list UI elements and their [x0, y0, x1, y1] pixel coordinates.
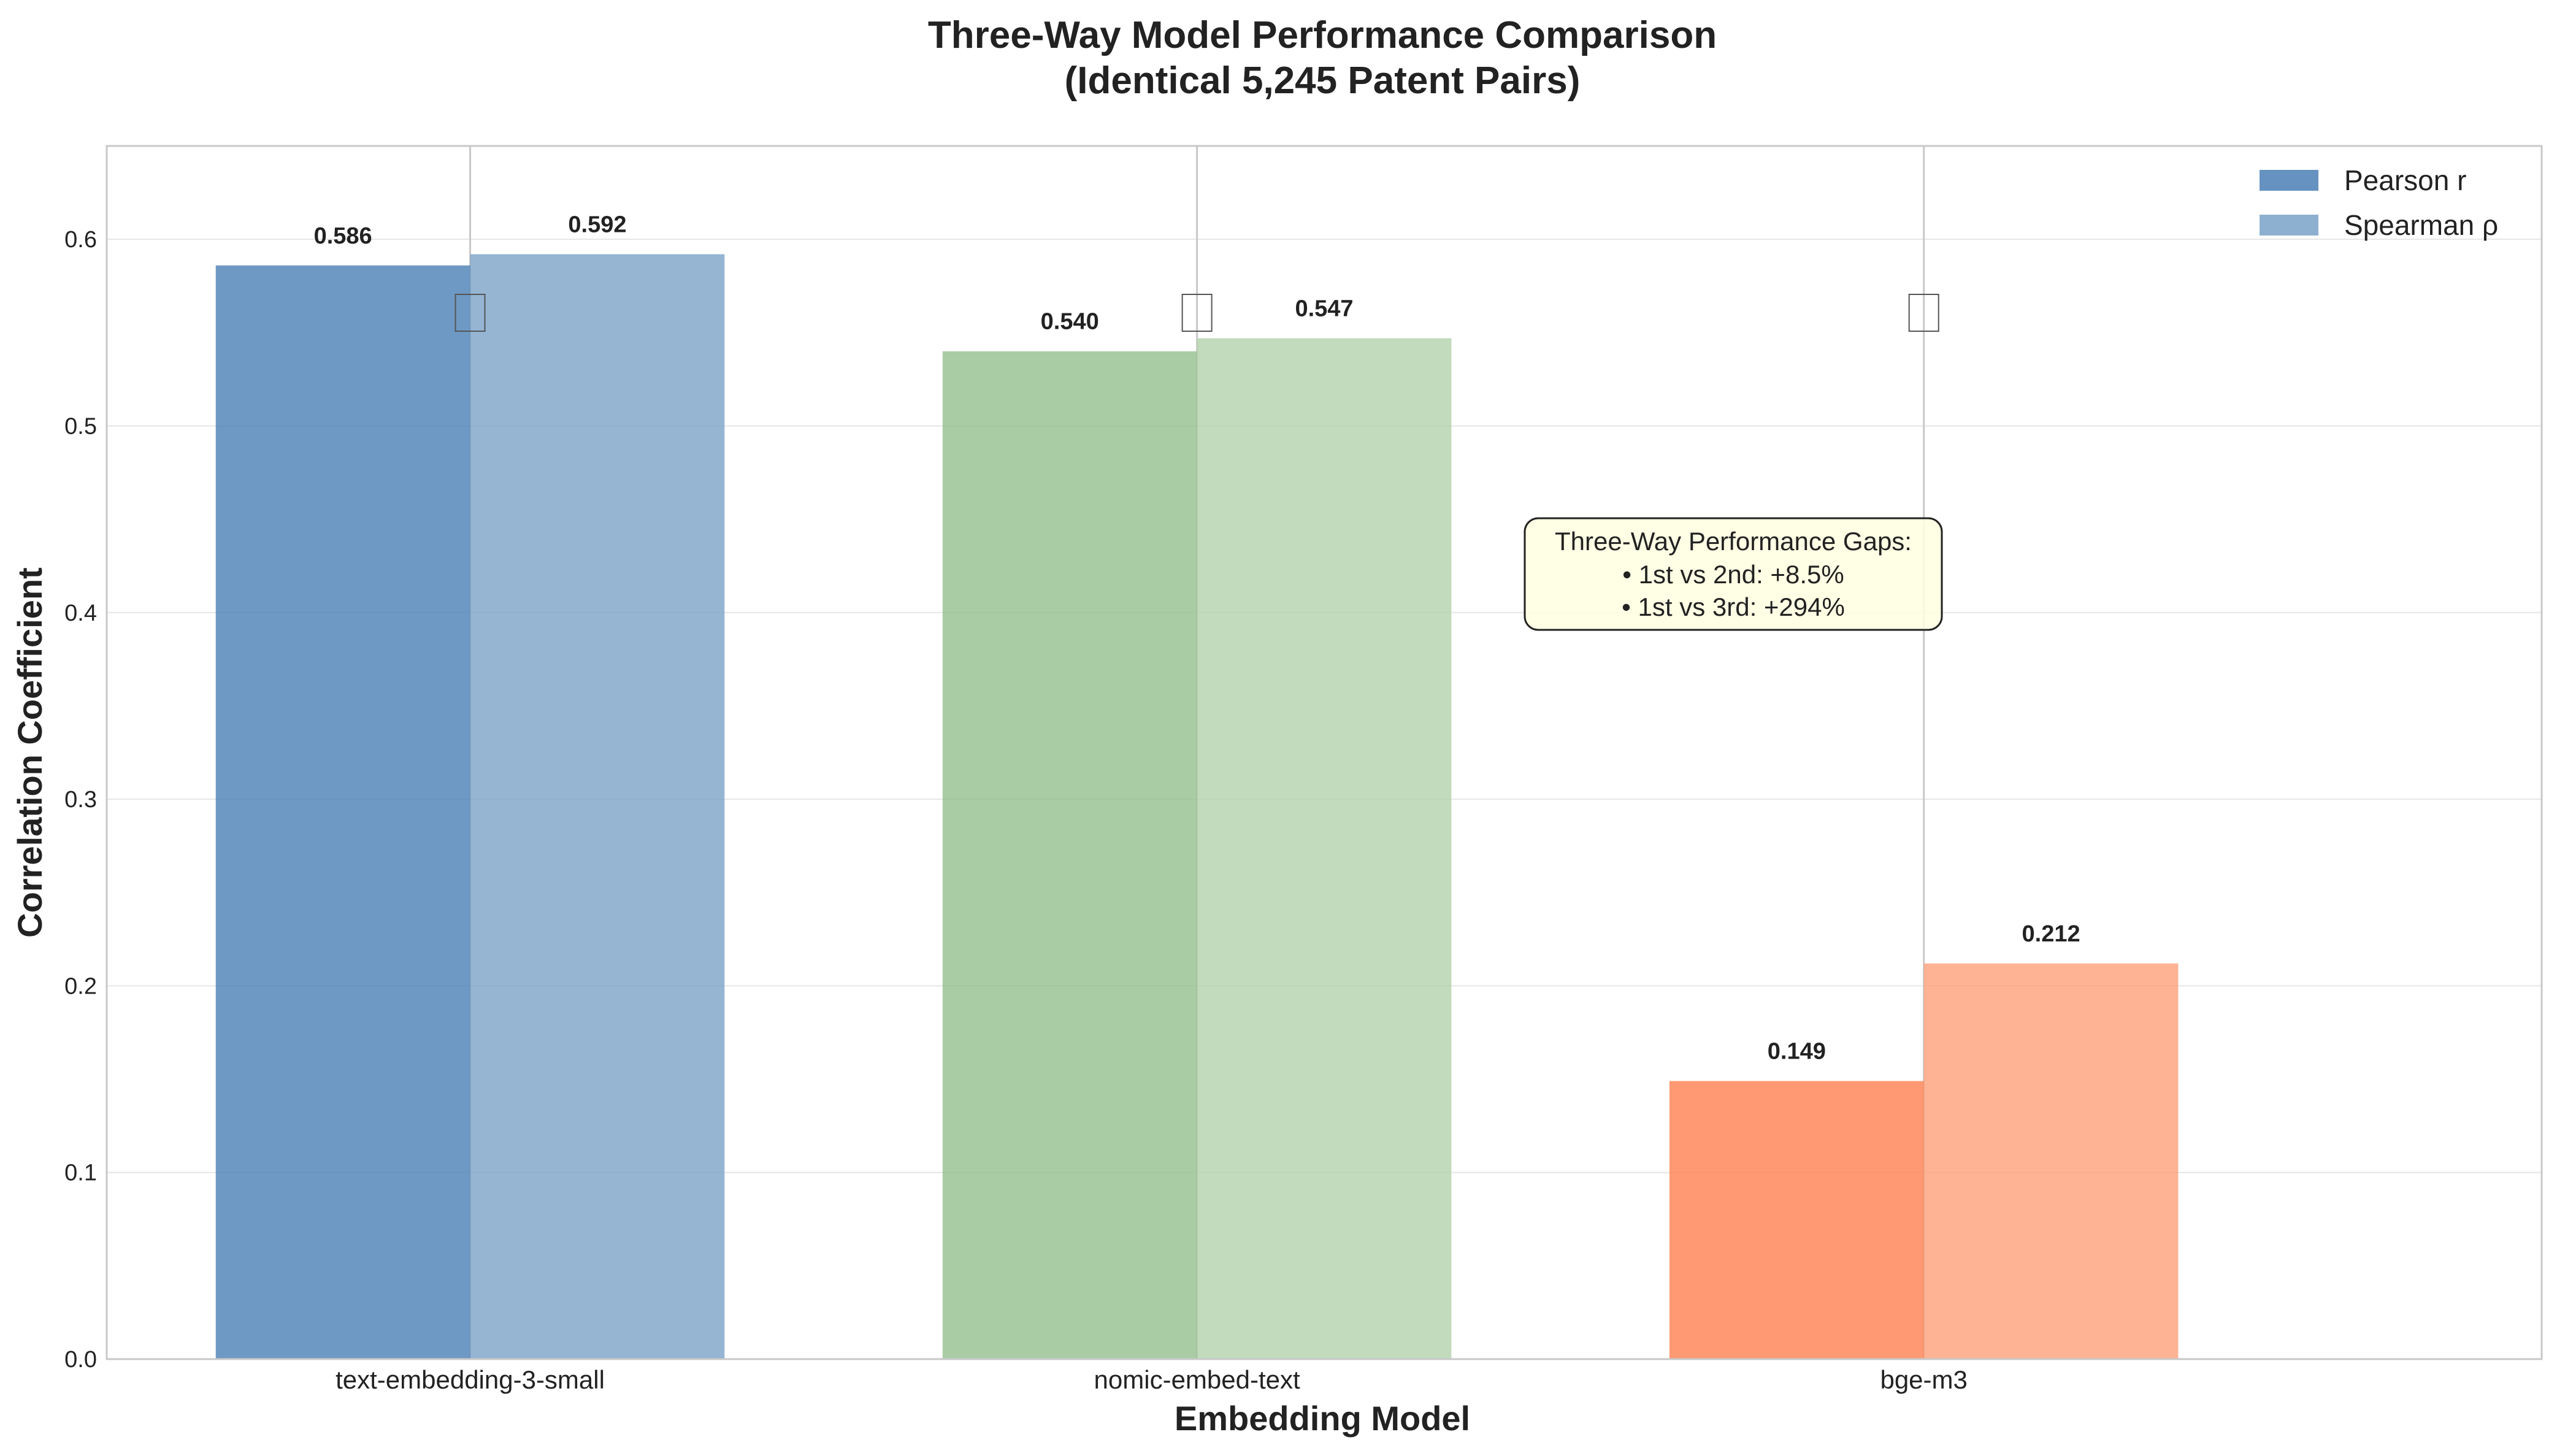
x-tick-label: bge-m3: [1880, 1365, 1967, 1394]
y-axis-label: Correlation Coefficient: [10, 567, 49, 938]
x-tick-label: nomic-embed-text: [1094, 1365, 1300, 1394]
x-tick-label: text-embedding-3-small: [335, 1365, 605, 1394]
bar: [1670, 1081, 1924, 1359]
y-tick-label: 0.0: [64, 1347, 97, 1373]
bars: [216, 254, 2179, 1359]
annotation-line-2: • 1st vs 2nd: +8.5%: [1622, 560, 1844, 589]
bar: [1197, 338, 1452, 1359]
annotation-line-3: • 1st vs 3rd: +294%: [1622, 592, 1845, 621]
y-tick-label: 0.6: [64, 227, 97, 253]
data-label: 0.592: [568, 212, 626, 237]
data-label: 0.540: [1041, 309, 1099, 335]
legend-swatch-pearson: [2260, 170, 2318, 191]
legend: Pearson r Spearman ρ: [2260, 164, 2498, 241]
y-tick-label: 0.3: [64, 787, 97, 813]
annotation-line-1: Three-Way Performance Gaps:: [1555, 527, 1912, 556]
data-label: 0.586: [314, 223, 372, 249]
legend-label-spearman: Spearman ρ: [2344, 209, 2498, 241]
y-tick-label: 0.2: [64, 973, 97, 999]
bar: [1924, 964, 2179, 1359]
data-label: 0.212: [2022, 921, 2080, 947]
y-tick-label: 0.1: [64, 1160, 97, 1186]
y-tick-label: 0.4: [64, 600, 97, 626]
bar: [216, 266, 470, 1359]
annotation-box: Three-Way Performance Gaps: • 1st vs 2nd…: [1525, 518, 1942, 630]
x-axis-label: Embedding Model: [1175, 1399, 1470, 1438]
y-tick-label: 0.5: [64, 413, 97, 439]
bar: [470, 254, 725, 1359]
chart-title: Three-Way Model Performance Comparison: [928, 14, 1717, 56]
legend-swatch-spearman: [2260, 215, 2318, 236]
data-label: 0.149: [1768, 1039, 1826, 1065]
data-label: 0.547: [1295, 296, 1353, 321]
bar: [943, 351, 1197, 1359]
chart-subtitle: (Identical 5,245 Patent Pairs): [1065, 59, 1581, 102]
legend-label-pearson: Pearson r: [2344, 164, 2466, 196]
